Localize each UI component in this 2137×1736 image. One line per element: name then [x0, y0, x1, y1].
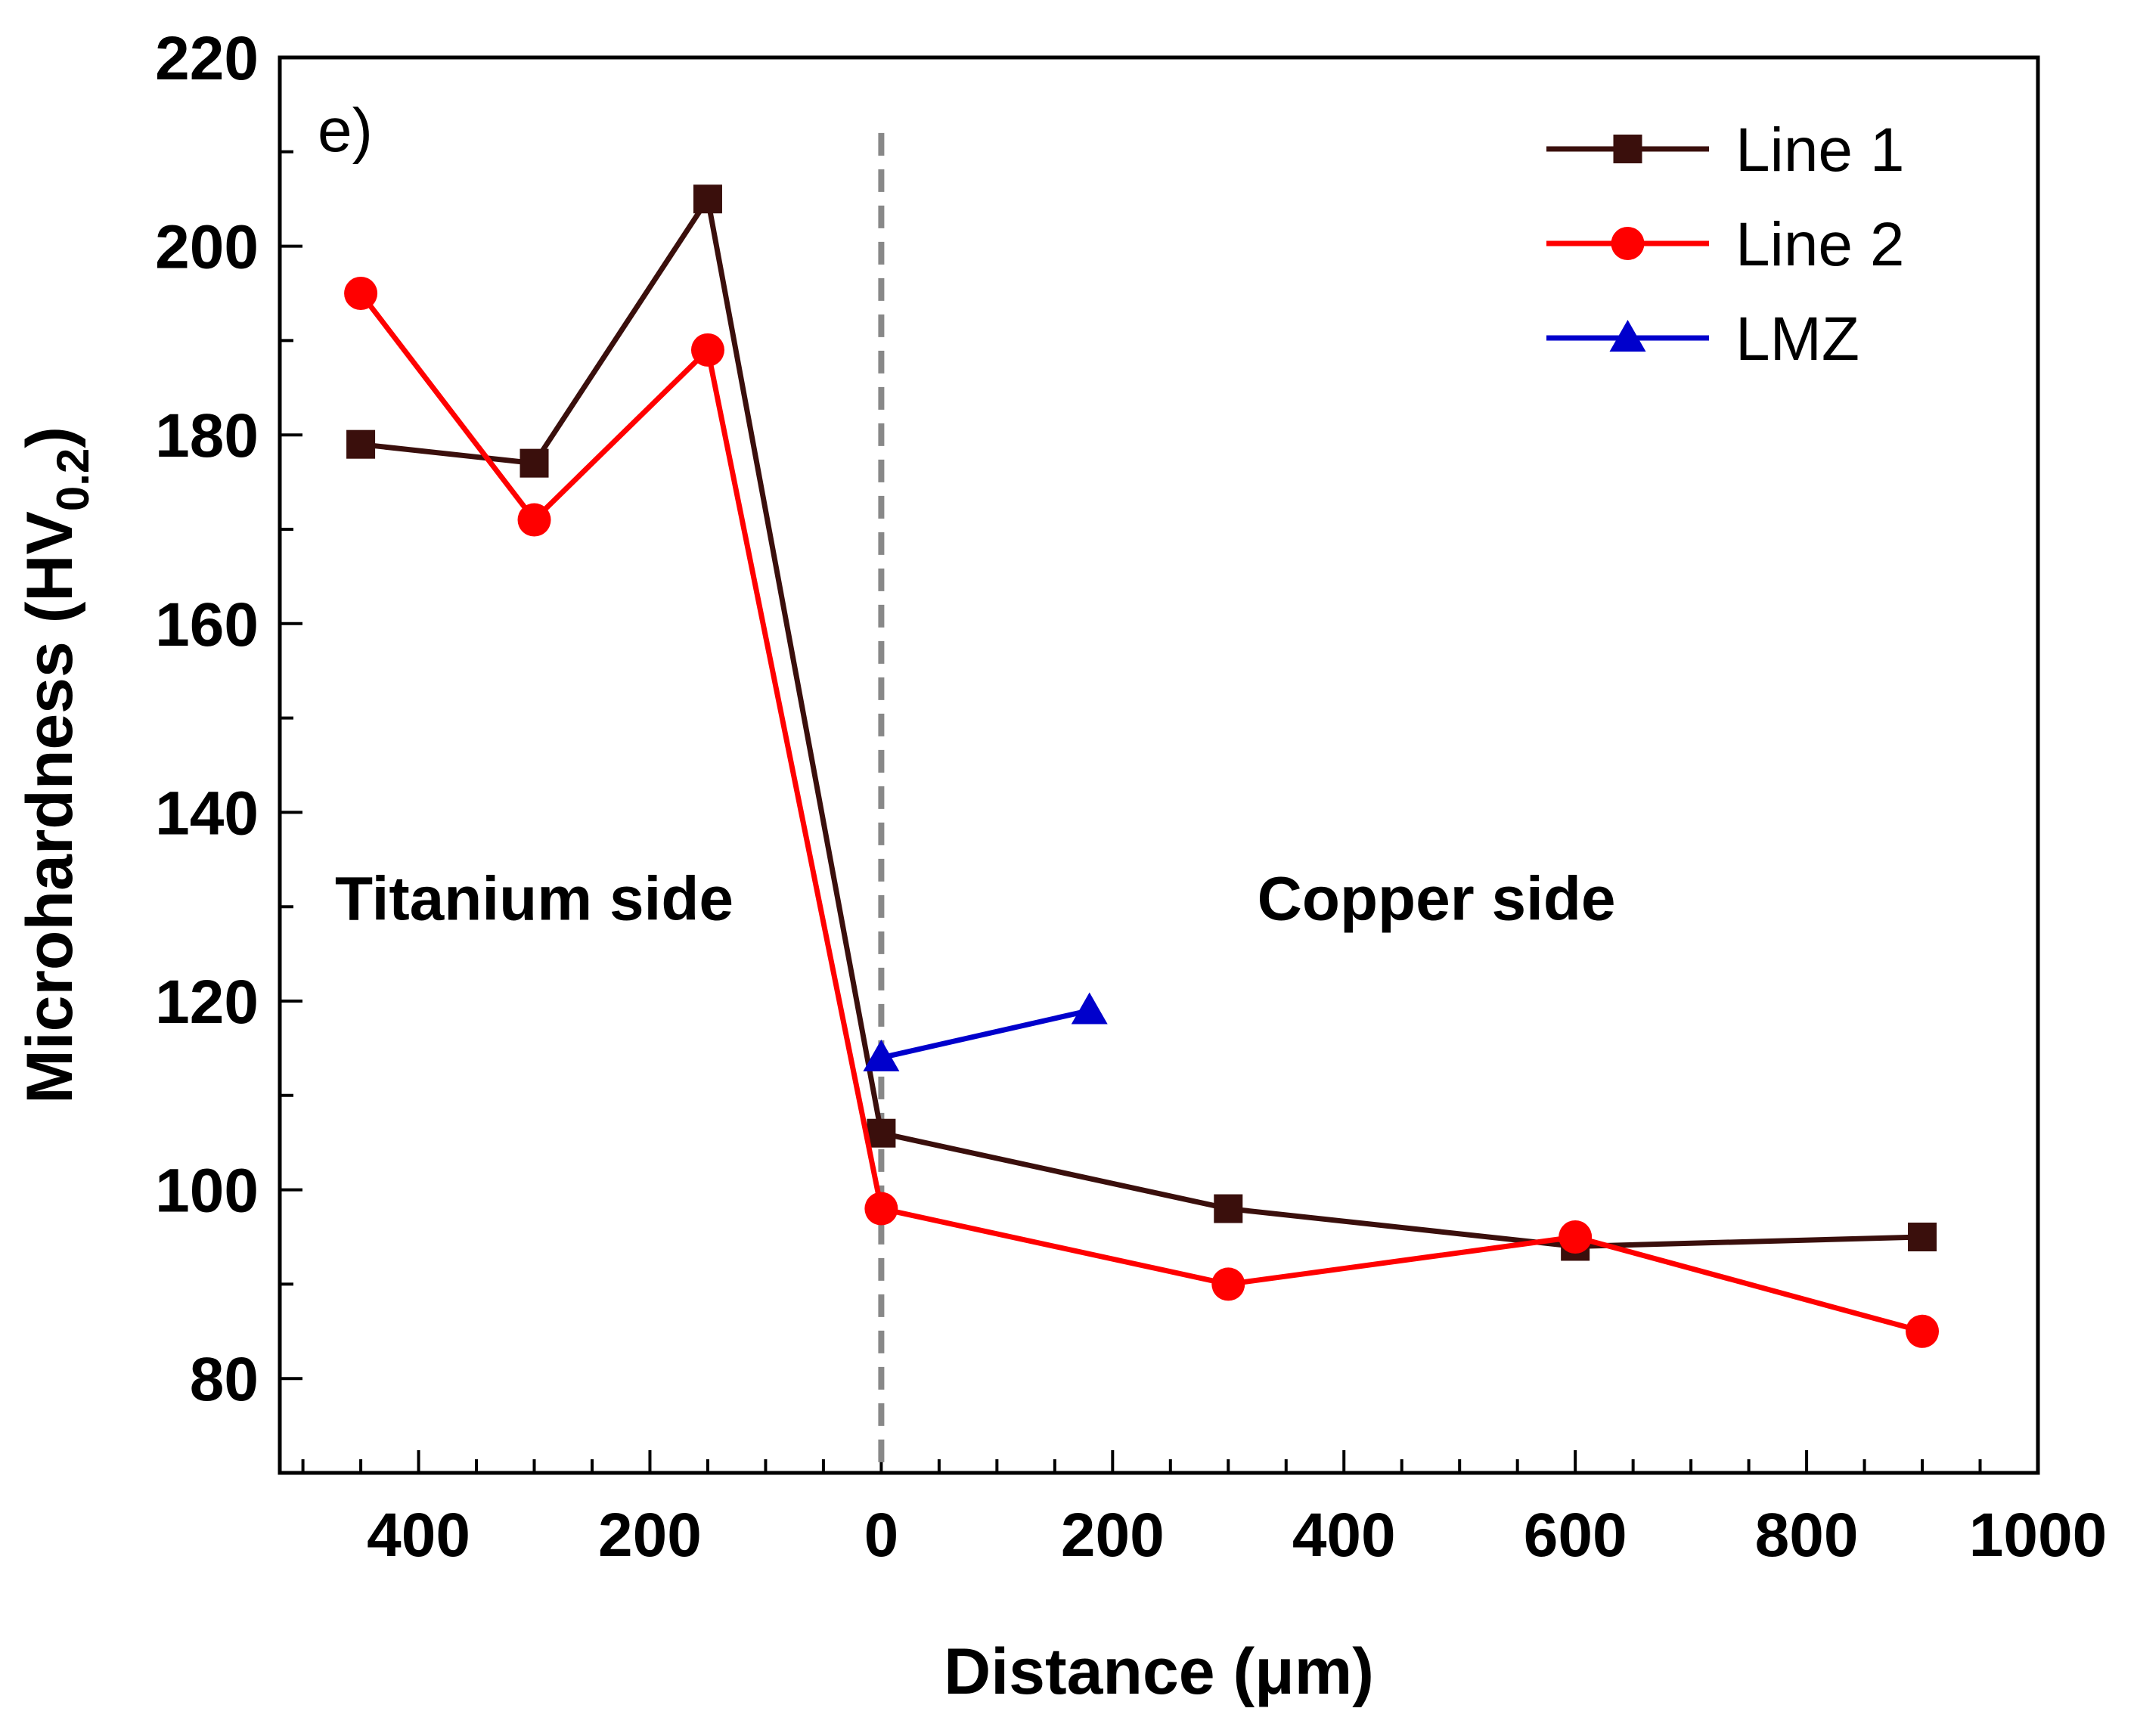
x-tick-label: 600	[1524, 1501, 1627, 1570]
data-point-line-1	[693, 184, 722, 214]
y-tick-label: 220	[155, 24, 259, 93]
data-point-line-2	[517, 503, 551, 537]
data-point-lmz	[1071, 992, 1108, 1025]
y-tick-label: 120	[155, 968, 259, 1037]
legend-label: Line 1	[1735, 116, 1904, 184]
x-tick-label: 0	[864, 1501, 899, 1570]
x-tick-label: 200	[1061, 1501, 1165, 1570]
data-point-line-1	[346, 429, 376, 459]
x-tick-label: 200	[598, 1501, 702, 1570]
data-point-line-1	[520, 448, 549, 478]
data-point-line-1	[1908, 1223, 1937, 1251]
x-tick-label: 400	[1292, 1501, 1396, 1570]
y-axis-title-subscript: 0.2	[48, 448, 98, 511]
panel-label: e)	[318, 96, 373, 165]
y-tick-label: 180	[155, 401, 259, 470]
y-axis-title: Microhardness (HV0.2)	[14, 426, 98, 1104]
y-axis-title-main: Microhardness (HV	[14, 511, 86, 1104]
y-tick-label: 160	[155, 591, 259, 659]
data-point-line-1	[867, 1118, 896, 1148]
series-line-lmz	[880, 1008, 1090, 1061]
data-point-line-2	[864, 1192, 898, 1226]
data-point-line-2	[1559, 1220, 1593, 1254]
data-point-line-2	[690, 333, 724, 367]
y-tick-label: 200	[155, 213, 259, 282]
region-label: Titanium side	[335, 865, 734, 934]
legend-label: Line 2	[1735, 210, 1904, 279]
legend-marker	[1609, 320, 1646, 352]
x-tick-label: 800	[1755, 1501, 1859, 1570]
legend-marker	[1613, 135, 1642, 163]
legend-marker	[1611, 227, 1645, 260]
x-axis-title: Distance (μm)	[944, 1635, 1374, 1708]
data-point-line-2	[344, 277, 378, 310]
y-tick-label: 80	[190, 1345, 259, 1414]
y-tick-label: 100	[155, 1157, 259, 1226]
x-tick-label: 1000	[1969, 1501, 2107, 1570]
data-point-line-1	[1214, 1194, 1243, 1223]
x-tick-label: 400	[367, 1501, 470, 1570]
legend-label: LMZ	[1735, 305, 1859, 374]
data-point-line-2	[1906, 1314, 1940, 1348]
y-axis-title-close: )	[14, 426, 86, 448]
data-point-line-2	[1211, 1267, 1245, 1301]
plot-frame	[278, 55, 2040, 1475]
data-point-lmz	[863, 1039, 900, 1071]
region-label: Copper side	[1258, 865, 1616, 934]
y-tick-label: 140	[155, 779, 259, 848]
